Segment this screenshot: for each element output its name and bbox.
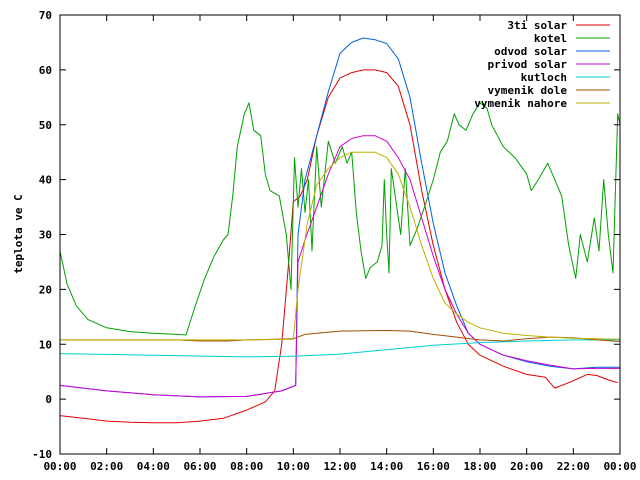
y-tick-label: 70 xyxy=(39,9,52,22)
x-tick-label: 16:00 xyxy=(417,460,450,473)
x-tick-label: 00:00 xyxy=(603,460,636,473)
series-line-1 xyxy=(59,102,621,336)
x-tick-label: 04:00 xyxy=(137,460,170,473)
x-tick-label: 10:00 xyxy=(277,460,310,473)
legend-label: vymenik dole xyxy=(488,84,568,97)
x-tick-label: 20:00 xyxy=(510,460,543,473)
x-tick-label: 12:00 xyxy=(323,460,356,473)
x-tick-label: 06:00 xyxy=(183,460,216,473)
y-tick-label: 20 xyxy=(39,283,52,296)
x-axis-ticks: 00:00 02:00 04:00 06:00 08:00 10:00 12:00 14:00… xyxy=(43,15,637,473)
series-line-6 xyxy=(60,151,621,341)
legend-label: kutloch xyxy=(521,71,567,84)
series-line-3 xyxy=(59,135,620,398)
legend-label: vymenik nahore xyxy=(474,97,567,110)
legend-label: odvod solar xyxy=(494,45,567,58)
y-tick-label: 50 xyxy=(39,119,52,132)
x-tick-label: 08:00 xyxy=(230,460,263,473)
x-tick-label: 18:00 xyxy=(463,460,496,473)
y-tick-label: 10 xyxy=(39,338,52,351)
x-tick-label: 00:00 xyxy=(43,460,76,473)
y-tick-label: -10 xyxy=(32,448,52,461)
x-tick-label: 22:00 xyxy=(557,460,590,473)
legend-label: privod solar xyxy=(488,58,568,71)
y-axis-ticks: -10 0 10 20 30 40 50 60 70 xyxy=(32,9,620,461)
legend-label: 3ti solar xyxy=(507,19,567,32)
x-tick-label: 02:00 xyxy=(90,460,123,473)
y-tick-label: 60 xyxy=(39,64,52,77)
series-line-4 xyxy=(59,339,620,358)
series-layer xyxy=(59,37,621,424)
y-tick-label: 40 xyxy=(39,174,52,187)
legend-label: kotel xyxy=(534,32,567,45)
series-line-0 xyxy=(59,69,618,424)
y-tick-label: 30 xyxy=(39,229,52,242)
y-tick-label: 0 xyxy=(45,393,52,406)
y-axis-label: teplota ve C xyxy=(12,194,25,273)
x-tick-label: 14:00 xyxy=(370,460,403,473)
